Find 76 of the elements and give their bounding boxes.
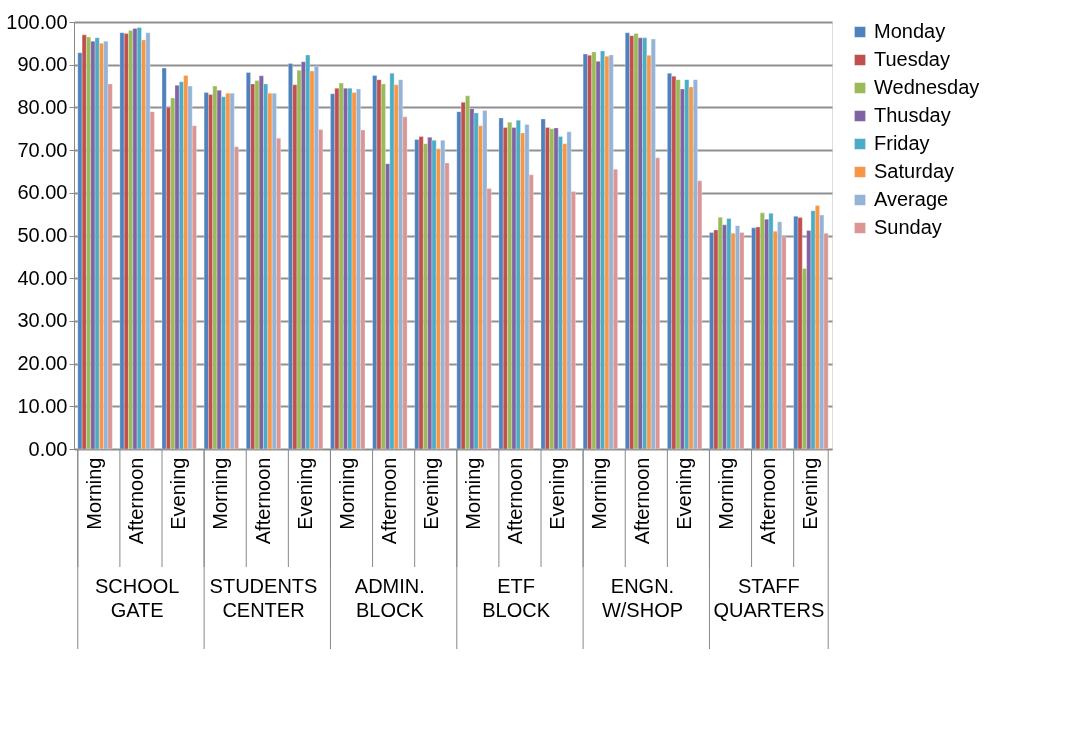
bar <box>717 216 723 450</box>
bar <box>229 93 235 450</box>
bar <box>726 218 732 450</box>
bar <box>675 79 681 450</box>
legend-label: Tuesday <box>874 48 950 70</box>
bar <box>498 117 504 450</box>
x-tick-label: Morning <box>209 457 232 530</box>
bar <box>540 118 546 450</box>
text: STAFF QUARTERS <box>713 575 825 621</box>
bar <box>608 54 614 450</box>
bar <box>440 140 446 450</box>
bar <box>132 28 138 450</box>
y-tick-label: 90.00 <box>17 53 68 76</box>
bar <box>553 127 559 450</box>
x-tick-label: Afternoon <box>630 457 653 545</box>
bar <box>582 53 588 450</box>
bar <box>768 213 774 450</box>
bar <box>524 124 530 450</box>
bar <box>351 92 357 450</box>
bar <box>338 82 344 450</box>
x-tick-label: Afternoon <box>756 457 779 545</box>
x-tick-label: Afternoon <box>504 457 527 545</box>
y-tick-label: 10.00 <box>17 394 68 417</box>
bar <box>94 37 100 450</box>
bar <box>473 112 479 450</box>
x-tick-label: Morning <box>714 457 737 530</box>
text: ETF BLOCK <box>482 575 551 621</box>
bar <box>145 32 151 450</box>
y-tick-label: 0.00 <box>28 437 68 460</box>
text: SCHOOL GATE <box>94 575 180 621</box>
bar <box>431 140 437 450</box>
text: ADMIN. BLOCK <box>354 575 425 621</box>
bar <box>119 32 125 450</box>
legend-label: Wednesday <box>874 76 980 98</box>
bar <box>633 33 639 450</box>
legend-label: Saturday <box>874 160 955 182</box>
legend-label: Sunday <box>874 216 942 238</box>
x-tick-label: Evening <box>293 457 316 530</box>
bar <box>271 93 277 450</box>
y-tick-label: 50.00 <box>17 224 68 246</box>
bar <box>418 136 424 450</box>
bar <box>566 131 572 450</box>
bar <box>203 92 209 450</box>
y-tick-label: 80.00 <box>17 95 68 118</box>
text: ENGN. W/SHOP <box>601 575 684 621</box>
x-tick-label: Evening <box>167 457 190 530</box>
bar <box>103 41 109 450</box>
x-tick-label: Afternoon <box>125 457 148 545</box>
y-tick-label: 100.00 <box>6 10 68 33</box>
x-tick-label: Evening <box>798 457 821 530</box>
bar <box>376 79 382 450</box>
y-tick-label: 40.00 <box>17 266 68 289</box>
x-tick-label: Morning <box>588 457 611 530</box>
legend-label: Average <box>874 188 949 210</box>
x-tick-label: Afternoon <box>251 457 274 545</box>
x-tick-label: Morning <box>462 457 485 530</box>
bar <box>81 34 87 450</box>
y-tick-label: 20.00 <box>17 352 68 375</box>
bar <box>650 38 656 450</box>
y-tick-label: 30.00 <box>17 309 68 332</box>
x-tick-label: Evening <box>672 457 695 530</box>
text: STUDENTS CENTER <box>209 575 318 621</box>
x-tick-label: Afternoon <box>377 457 400 545</box>
x-tick-label: Evening <box>419 457 442 530</box>
x-tick-label: Evening <box>546 457 569 530</box>
legend-label: Friday <box>874 132 930 154</box>
x-tick-label: Morning <box>83 457 106 530</box>
bar <box>482 110 488 450</box>
bar <box>174 85 180 450</box>
bar <box>161 67 167 450</box>
legend-label: Thusday <box>874 104 951 126</box>
bar <box>797 217 803 450</box>
x-tick-label: Morning <box>335 457 358 530</box>
y-tick-label: 70.00 <box>17 138 68 161</box>
legend-label: Monday <box>874 20 946 42</box>
y-tick-label: 60.00 <box>17 181 68 204</box>
